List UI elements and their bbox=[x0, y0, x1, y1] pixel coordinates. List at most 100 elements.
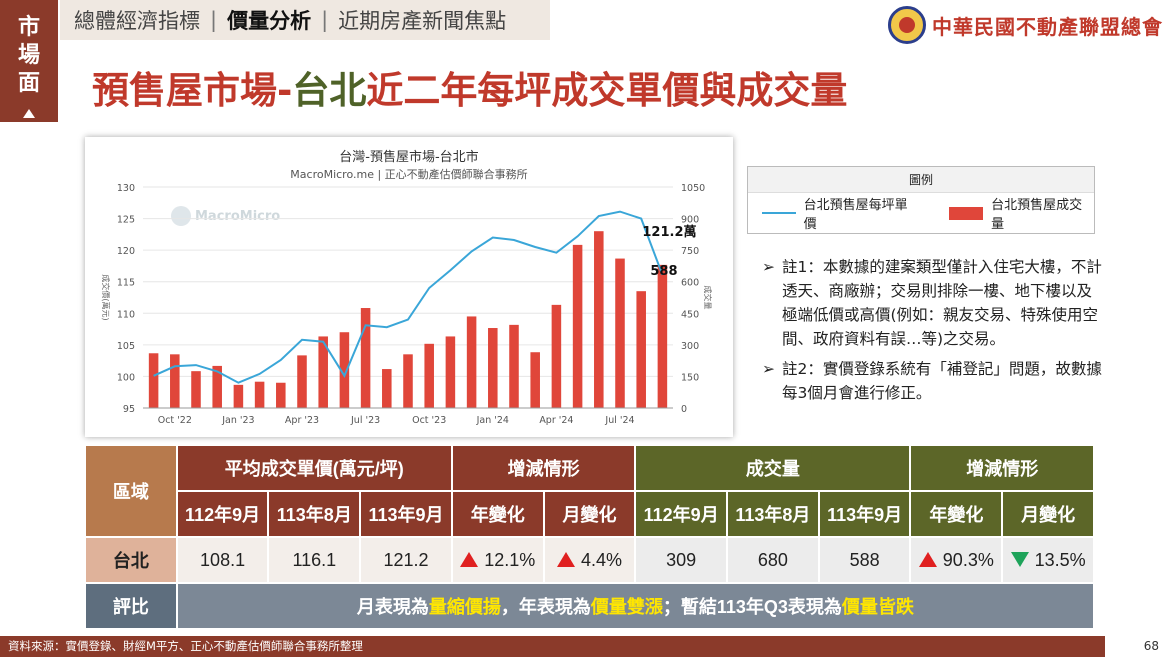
notes: ➢ 註1：本數據的建案類型僅計入住宅大樓，不計透天、商廠辦；交易則排除一樓、地下… bbox=[762, 255, 1102, 411]
comment-highlight: 價量皆跌 bbox=[841, 597, 914, 617]
volume-bar bbox=[254, 381, 265, 408]
left-tick-label: 95 bbox=[123, 404, 135, 415]
x-tick-label: Jan '24 bbox=[476, 415, 509, 426]
org-logo: 中華民國不動產聯盟總會 bbox=[888, 5, 1163, 45]
period-header: 113年8月 bbox=[269, 492, 360, 536]
volume-yoy-cell: 90.3% bbox=[911, 538, 1002, 582]
right-tick-label: 750 bbox=[681, 246, 699, 257]
legend-items: 台北預售屋每坪單價 台北預售屋成交量 bbox=[748, 193, 1094, 233]
price-header: 平均成交單價(萬元/坪) bbox=[177, 446, 451, 490]
y-axis-right-label: 成交量 bbox=[703, 286, 713, 310]
nav-separator: | bbox=[321, 8, 329, 32]
legend-bar-swatch bbox=[949, 206, 984, 220]
volume-bar bbox=[212, 365, 222, 408]
volume-bar bbox=[339, 332, 350, 408]
price-volume-chart: 台灣-預售屋市場-台北市 MacroMicro.me | 正心不動產估價師聯合事務… bbox=[101, 149, 713, 426]
volume-mom-value: 13.5% bbox=[1034, 549, 1086, 570]
volume-bar bbox=[509, 324, 519, 408]
volume-bar bbox=[572, 244, 583, 408]
volume-bar bbox=[360, 308, 371, 408]
comment-highlight: 價量雙漲 bbox=[590, 597, 663, 617]
price-yoy-cell: 12.1% bbox=[452, 538, 543, 582]
title-part-3: 近二年每坪成交單價與成交量 bbox=[366, 69, 848, 112]
x-tick-label: Jan '23 bbox=[221, 415, 254, 426]
volume-bar bbox=[615, 258, 625, 408]
volume-bar bbox=[445, 336, 456, 408]
arrow-bullet-icon: ➢ bbox=[762, 360, 775, 378]
left-tick-label: 125 bbox=[117, 215, 135, 226]
period-header: 112年9月 bbox=[636, 492, 727, 536]
right-tick-label: 150 bbox=[681, 372, 699, 383]
x-tick-label: Jul '24 bbox=[604, 415, 634, 426]
price-mom-value: 4.4% bbox=[580, 549, 622, 570]
price-change-header: 增減情形 bbox=[452, 446, 635, 490]
volume-bar bbox=[297, 355, 307, 408]
price-line bbox=[153, 210, 664, 384]
org-name: 中華民國不動產聯盟總會 bbox=[932, 14, 1163, 39]
title-part-1: 預售屋市場- bbox=[92, 69, 293, 112]
comment-label: 評比 bbox=[86, 584, 176, 628]
chart-card: 台灣-預售屋市場-台北市 MacroMicro.me | 正心不動產估價師聯合事務… bbox=[85, 137, 733, 437]
volume-bar bbox=[276, 382, 286, 408]
legend-line-label: 台北預售屋每坪單價 bbox=[803, 198, 908, 232]
x-tick-label: Apr '23 bbox=[285, 415, 319, 426]
price-mom-cell: 4.4% bbox=[544, 538, 635, 582]
triangle-down-icon bbox=[1010, 551, 1029, 567]
volume-yoy-value: 90.3% bbox=[942, 549, 994, 570]
chart-watermark: MacroMicro bbox=[195, 209, 280, 224]
right-tick-label: 300 bbox=[681, 341, 699, 352]
nav-item-price-volume[interactable]: 價量分析 bbox=[227, 9, 312, 33]
volume-annotation: 588 bbox=[650, 264, 677, 279]
arrow-bullet-icon: ➢ bbox=[762, 258, 775, 276]
nav-item-macro[interactable]: 總體經濟指標 bbox=[74, 9, 200, 33]
x-tick-label: Apr '24 bbox=[539, 415, 573, 426]
price-annotation: 121.2萬 bbox=[642, 224, 696, 240]
top-nav: 總體經濟指標 | 價量分析 | 近期房產新聞焦點 bbox=[60, 0, 550, 40]
right-tick-label: 1050 bbox=[681, 183, 705, 194]
volume-cell: 309 bbox=[636, 538, 727, 582]
yoy-header: 年變化 bbox=[452, 492, 543, 536]
volume-bar bbox=[466, 316, 477, 408]
mom-header: 月變化 bbox=[544, 492, 635, 536]
volume-header: 成交量 bbox=[636, 446, 910, 490]
right-tick-label: 0 bbox=[681, 404, 687, 415]
yoy-header: 年變化 bbox=[911, 492, 1002, 536]
volume-bar bbox=[382, 369, 392, 408]
note-text: 註2：實價登錄系統有「補登記」問題，故數據每3個月會進行修正。 bbox=[782, 360, 1102, 402]
volume-cell: 588 bbox=[819, 538, 910, 582]
price-yoy-value: 12.1% bbox=[484, 549, 536, 570]
comment-text: 月表現為量縮價揚，年表現為價量雙漲；暫結113年Q3表現為價量皆跌 bbox=[177, 584, 1093, 628]
volume-bar bbox=[403, 354, 413, 408]
legend-line-swatch bbox=[762, 212, 796, 214]
comment-part: 月表現為 bbox=[356, 597, 429, 617]
volume-bar bbox=[530, 352, 540, 408]
region-cell: 台北 bbox=[86, 538, 176, 582]
period-header: 113年9月 bbox=[819, 492, 910, 536]
comment-part: ；暫結113年Q3表現為 bbox=[662, 597, 842, 617]
price-cell: 108.1 bbox=[177, 538, 268, 582]
price-cell: 121.2 bbox=[361, 538, 451, 582]
note-2: ➢ 註2：實價登錄系統有「補登記」問題，故數據每3個月會進行修正。 bbox=[762, 357, 1102, 405]
volume-mom-cell: 13.5% bbox=[1003, 538, 1093, 582]
volume-bar bbox=[594, 231, 604, 408]
page-title: 預售屋市場-台北近二年每坪成交單價與成交量 bbox=[92, 60, 847, 114]
triangle-up-icon bbox=[918, 551, 937, 567]
chart-title: 台灣-預售屋市場-台北市 bbox=[339, 149, 478, 165]
period-header: 113年9月 bbox=[361, 492, 451, 536]
note-text: 註1：本數據的建案類型僅計入住宅大樓，不計透天、商廠辦；交易則排除一樓、地下樓以… bbox=[782, 258, 1102, 348]
volume-bar bbox=[233, 384, 244, 408]
volume-bar bbox=[657, 264, 668, 408]
summary-table: 區域 平均成交單價(萬元/坪) 增減情形 成交量 增減情形 112年9月 113… bbox=[84, 444, 1095, 630]
comment-highlight: 量縮價揚 bbox=[428, 597, 501, 617]
legend: 圖例 台北預售屋每坪單價 台北預售屋成交量 bbox=[747, 166, 1095, 234]
comment-part: ，年表現為 bbox=[500, 597, 591, 617]
x-tick-label: Oct '22 bbox=[158, 415, 192, 426]
note-1: ➢ 註1：本數據的建案類型僅計入住宅大樓，不計透天、商廠辦；交易則排除一樓、地下… bbox=[762, 255, 1102, 351]
volume-bar bbox=[551, 304, 562, 408]
region-header: 區域 bbox=[86, 446, 176, 536]
section-tab: 市 場 面 bbox=[0, 0, 58, 122]
volume-change-header: 增減情形 bbox=[911, 446, 1093, 490]
period-header: 113年8月 bbox=[728, 492, 818, 536]
nav-item-news[interactable]: 近期房產新聞焦點 bbox=[338, 9, 507, 33]
watermark-logo-icon bbox=[171, 206, 191, 226]
